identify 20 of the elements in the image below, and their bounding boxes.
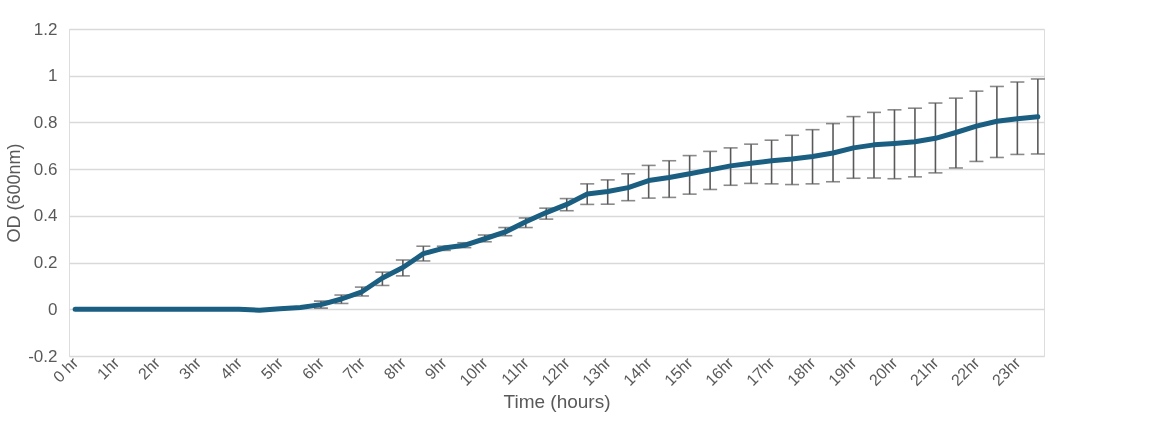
x-tick-label: 3hr (175, 353, 205, 383)
x-tick-label: 4hr (216, 353, 246, 383)
x-tick-label: 11hr (498, 353, 533, 388)
y-tick-label: 0.8 (33, 112, 58, 132)
y-tick-label: 0 (48, 299, 58, 319)
x-tick-label: 7hr (339, 353, 369, 383)
y-tick-label: 0.4 (33, 206, 58, 226)
x-tick-label: 8hr (380, 353, 410, 383)
y-tick-label: 0.2 (33, 253, 58, 273)
x-axis-title: Time (hours) (503, 390, 611, 412)
y-tick-label: 0.6 (33, 159, 58, 179)
x-tick-label: 6hr (298, 353, 328, 383)
x-tick-label: 2hr (134, 353, 164, 383)
y-tick-label: 1.2 (33, 19, 58, 39)
x-tick-label: 5hr (257, 353, 287, 383)
x-tick-label: 9hr (421, 353, 451, 383)
y-axis-title: OD (600nm) (4, 143, 25, 243)
y-tick-label: 1 (48, 66, 58, 86)
x-tick-label: 1hr (93, 353, 123, 383)
y-tick-label: -0.2 (28, 346, 58, 366)
